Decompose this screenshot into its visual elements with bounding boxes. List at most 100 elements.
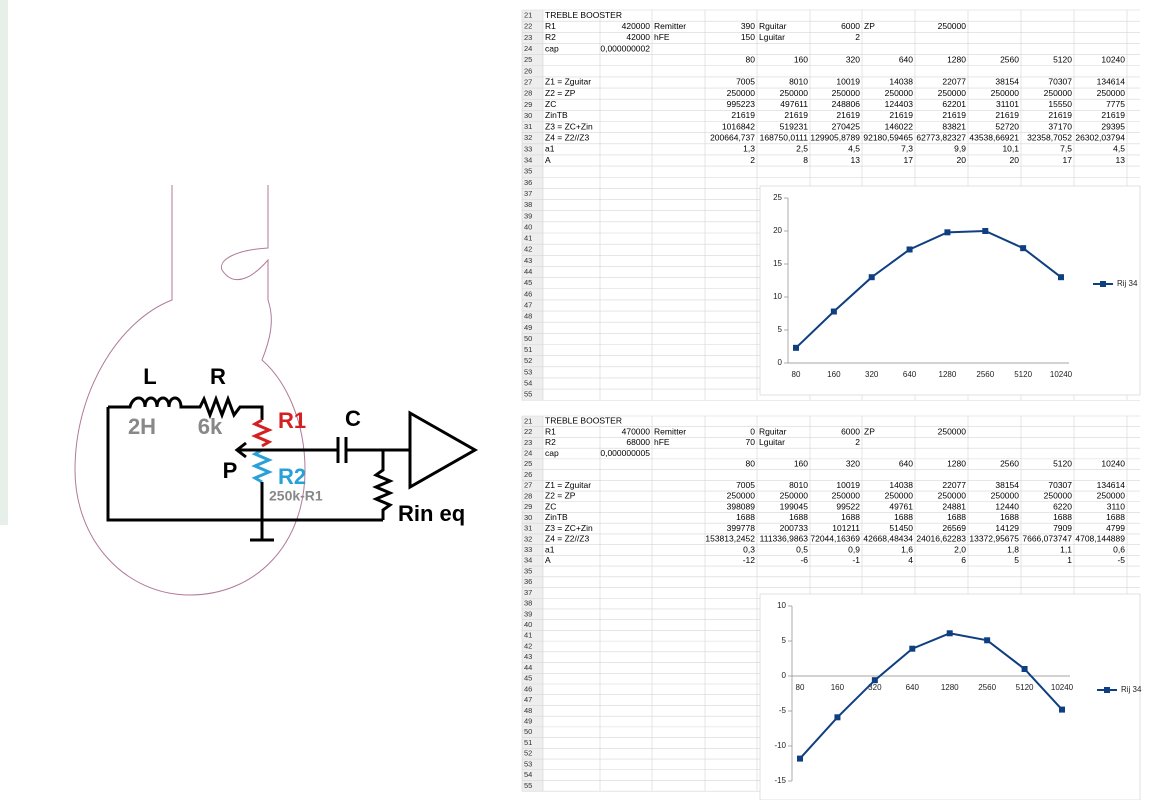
row-number: 22 xyxy=(524,22,532,31)
cell: TREBLE BOOSTER xyxy=(545,416,622,426)
cell: ZC xyxy=(545,99,556,109)
row-number: 42 xyxy=(524,641,532,650)
cell: 640 xyxy=(899,458,913,468)
y-tick-label: -10 xyxy=(774,741,786,750)
cell: 62773,82327 xyxy=(916,132,966,142)
cell: 250000 xyxy=(991,88,1020,98)
cell: 160 xyxy=(794,458,808,468)
cell: 20 xyxy=(957,155,967,165)
row-number: 49 xyxy=(524,323,532,332)
cell: 42000 xyxy=(626,32,650,42)
data-point xyxy=(868,274,875,281)
row-number: 49 xyxy=(524,717,532,726)
cell: 124403 xyxy=(885,99,914,109)
cell: 2 xyxy=(855,437,860,447)
y-tick-label: -5 xyxy=(779,706,787,715)
data-point xyxy=(871,677,878,684)
row-number: 23 xyxy=(524,438,532,447)
cell: 37170 xyxy=(1048,121,1072,131)
cell: 2,5 xyxy=(796,144,808,154)
cell: 92180,59465 xyxy=(863,132,913,142)
label: C xyxy=(345,406,361,431)
x-tick-label: 640 xyxy=(903,370,917,379)
cell: 0,000000005 xyxy=(600,448,650,458)
row-number: 32 xyxy=(524,133,532,142)
cell: ZinTB xyxy=(545,110,568,120)
cell: 250000 xyxy=(832,88,861,98)
cell: R1 xyxy=(545,21,556,31)
row-number: 40 xyxy=(524,222,532,231)
row-number: 22 xyxy=(524,427,532,436)
y-tick-label: 5 xyxy=(778,325,783,334)
cell: 7666,073747 xyxy=(1022,534,1072,544)
row-number: 34 xyxy=(524,156,532,165)
cell: 320 xyxy=(846,54,860,64)
cell: 21619 xyxy=(942,110,966,120)
cell: 1688 xyxy=(1000,512,1019,522)
label: P xyxy=(223,458,238,483)
row-number: 37 xyxy=(524,588,532,597)
cell: 1 xyxy=(1067,555,1072,565)
y-tick-label: 10 xyxy=(777,601,786,610)
cell: 38154 xyxy=(995,480,1019,490)
cell: 26302,03794 xyxy=(1075,132,1125,142)
data-point xyxy=(982,228,989,234)
data-point xyxy=(944,229,951,236)
cell: 51450 xyxy=(889,523,913,533)
row-number: 29 xyxy=(524,100,532,109)
row-number: 47 xyxy=(524,695,532,704)
cell: 14038 xyxy=(889,480,913,490)
cell: 8010 xyxy=(789,77,808,87)
cell: 21619 xyxy=(1101,110,1125,120)
data-point xyxy=(834,714,841,721)
cell: 52720 xyxy=(995,121,1019,131)
row-number: 38 xyxy=(524,599,532,608)
cell: 1688 xyxy=(1106,512,1125,522)
cell: 5 xyxy=(1014,555,1019,565)
row-number: 53 xyxy=(524,759,532,768)
cell: 1,8 xyxy=(1007,544,1019,554)
cell: 200733 xyxy=(780,523,809,533)
cell: Z4 = Z2//Z3 xyxy=(545,132,589,142)
cell: 7005 xyxy=(736,480,755,490)
cell: 160 xyxy=(794,54,808,64)
cell: hFE xyxy=(654,32,670,42)
cell: 9,9 xyxy=(954,144,966,154)
cell: 7909 xyxy=(1053,523,1072,533)
label: R1 xyxy=(278,408,306,433)
row-number: 36 xyxy=(524,178,532,187)
cell: 3110 xyxy=(1107,501,1126,511)
row-number: 30 xyxy=(524,111,532,120)
cell: 70 xyxy=(746,437,756,447)
row-number: 42 xyxy=(524,245,532,254)
cell: 101211 xyxy=(832,523,860,533)
cell: 1280 xyxy=(947,54,966,64)
cell: 250000 xyxy=(780,88,809,98)
data-point xyxy=(984,637,991,644)
row-number: 45 xyxy=(524,674,532,683)
cell: A xyxy=(545,555,551,565)
data-point xyxy=(1059,706,1065,713)
cell: 10240 xyxy=(1101,54,1125,64)
row-number: 27 xyxy=(524,77,532,86)
row-number: 54 xyxy=(524,379,532,388)
cell: 250000 xyxy=(727,491,756,501)
cell: -12 xyxy=(743,555,756,565)
background-image-edge xyxy=(0,0,8,525)
cell: 398089 xyxy=(727,501,756,511)
row-number: 34 xyxy=(524,556,532,565)
row-number: 33 xyxy=(524,545,532,554)
x-tick-label: 80 xyxy=(792,370,801,379)
cell: 4799 xyxy=(1106,523,1125,533)
cell: 199045 xyxy=(780,501,809,511)
cell: 22077 xyxy=(942,480,966,490)
diagram-labels: L R 2H 6k R1 C P R2 250k-R1 Rin eq xyxy=(128,364,465,526)
cell: R1 xyxy=(545,426,556,436)
cell: 21619 xyxy=(784,110,808,120)
cell: ZP xyxy=(864,426,875,436)
cell: 250000 xyxy=(1097,88,1126,98)
row-number: 26 xyxy=(524,470,532,479)
cell: 7,5 xyxy=(1060,144,1072,154)
cell: 21619 xyxy=(836,110,860,120)
cell: 21619 xyxy=(995,110,1019,120)
